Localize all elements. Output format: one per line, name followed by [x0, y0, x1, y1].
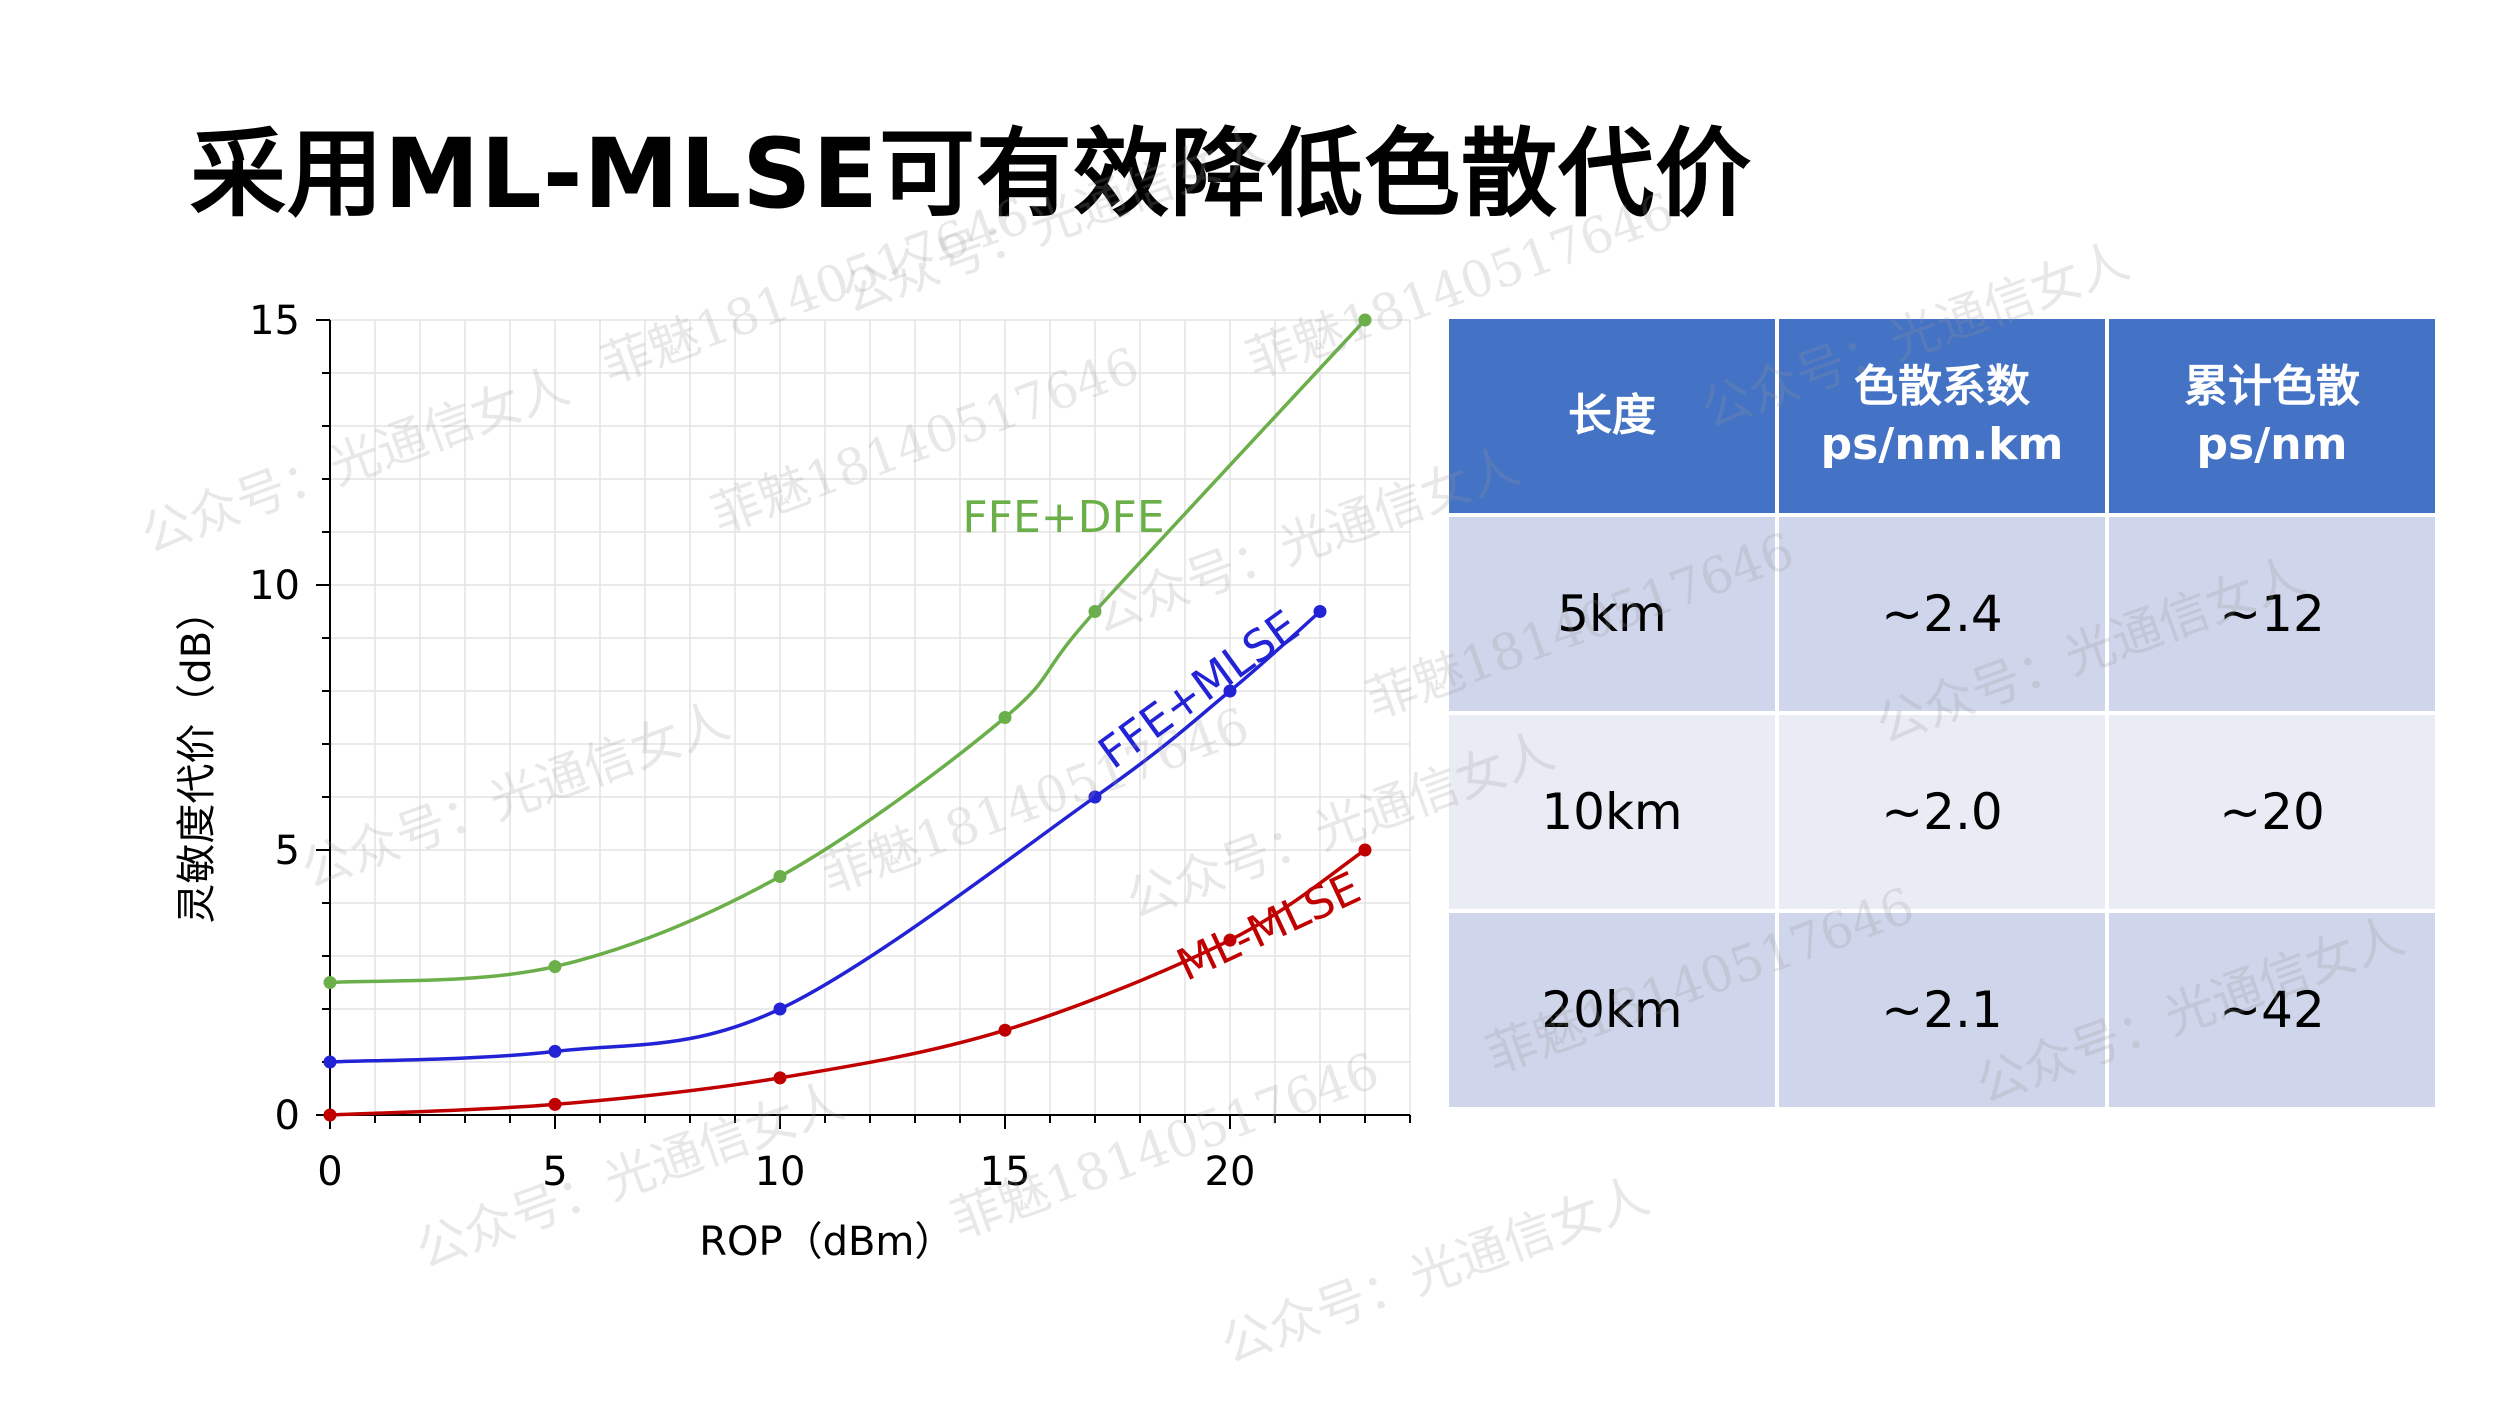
- data-point: [323, 1055, 337, 1069]
- data-point: [548, 1044, 562, 1058]
- table-row: 10km ~2.0 ~20: [1449, 715, 2435, 909]
- data-point: [548, 1097, 562, 1111]
- header-length: 长度: [1449, 319, 1775, 513]
- series-label: ML-MLSE: [1169, 862, 1368, 991]
- sensitivity-penalty-chart: 0 5 10 15 20051015ROP（dBm）灵敏度代价（dB）FFE+DFEFF…: [174, 298, 1411, 1265]
- cell-accumulated: ~42: [2109, 913, 2435, 1107]
- x-tick-label: 10: [755, 1149, 806, 1195]
- x-axis-label: ROP（dBm）: [699, 1219, 954, 1265]
- data-point: [1358, 843, 1372, 857]
- series-line-ffe-dfe: [329, 318, 1367, 985]
- x-tick-label: 5: [542, 1149, 567, 1195]
- data-point: [1358, 313, 1372, 327]
- page-title: 采用ML-MLSE可有效降低色散代价: [190, 118, 1752, 230]
- data-point: [773, 870, 787, 883]
- data-point: [998, 711, 1012, 724]
- data-point: [998, 1023, 1012, 1037]
- data-point: [1088, 790, 1102, 804]
- data-point: [1223, 933, 1237, 947]
- data-point: [1088, 605, 1102, 618]
- y-tick-label: 15: [249, 298, 300, 344]
- cell-length: 10km: [1449, 715, 1775, 909]
- cell-length: 20km: [1449, 913, 1775, 1107]
- cell-length: 5km: [1449, 517, 1775, 711]
- data-point: [323, 976, 337, 989]
- x-tick-label: 15: [980, 1149, 1031, 1195]
- data-point: [1223, 684, 1237, 698]
- cell-coefficient: ~2.1: [1779, 913, 2105, 1107]
- x-tick-label: 0: [317, 1149, 342, 1195]
- cell-accumulated: ~20: [2109, 715, 2435, 909]
- data-point: [773, 1071, 787, 1085]
- y-tick-label: 10: [249, 563, 300, 609]
- header-coefficient-label: 色散系数: [1854, 361, 2030, 412]
- header-dispersion-coefficient: 色散系数 ps/nm.km: [1779, 319, 2105, 513]
- cell-accumulated: ~12: [2109, 517, 2435, 711]
- header-accumulated-unit: ps/nm: [2196, 419, 2348, 470]
- cell-coefficient: ~2.4: [1779, 517, 2105, 711]
- y-tick-label: 5: [275, 828, 300, 874]
- dispersion-table: 长度 色散系数 ps/nm.km 累计色散 ps/nm 5km ~2.4 ~12…: [1445, 315, 2439, 1111]
- data-point: [1313, 605, 1327, 618]
- table-header-row: 长度 色散系数 ps/nm.km 累计色散 ps/nm: [1449, 319, 2435, 513]
- data-point: [773, 1002, 787, 1016]
- header-coefficient-unit: ps/nm.km: [1820, 419, 2064, 470]
- series-label: FFE+DFE: [962, 492, 1164, 543]
- cell-coefficient: ~2.0: [1779, 715, 2105, 909]
- table-row: 5km ~2.4 ~12: [1449, 517, 2435, 711]
- y-tick-label: 0: [275, 1093, 300, 1139]
- header-length-label: 长度: [1568, 390, 1656, 441]
- table-row: 20km ~2.1 ~42: [1449, 913, 2435, 1107]
- data-point: [323, 1108, 337, 1122]
- y-axis-label: 灵敏度代价（dB）: [174, 591, 220, 924]
- header-accumulated-dispersion: 累计色散 ps/nm: [2109, 319, 2435, 513]
- x-tick-label: 20: [1205, 1149, 1256, 1195]
- data-point: [548, 960, 562, 974]
- header-accumulated-label: 累计色散: [2184, 361, 2360, 412]
